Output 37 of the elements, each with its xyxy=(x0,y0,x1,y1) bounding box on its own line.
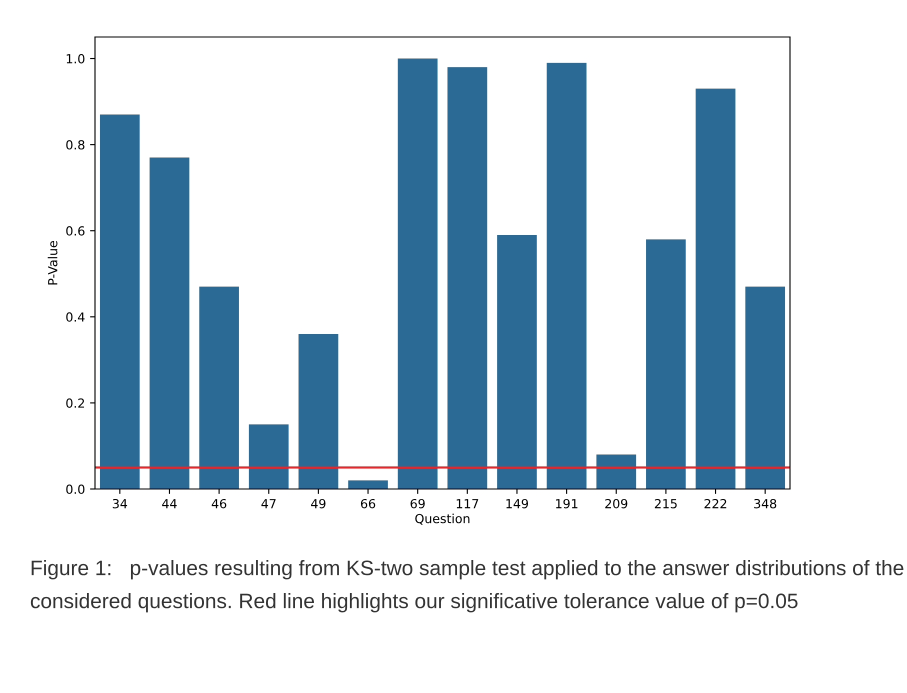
x-tick-label: 44 xyxy=(162,499,177,508)
bar xyxy=(596,454,636,489)
x-tick-label: 69 xyxy=(410,498,425,508)
x-tick-label: 117 xyxy=(456,499,478,508)
y-tick-label: 0.2 xyxy=(66,398,84,408)
x-tick-label: 49 xyxy=(311,498,326,508)
bar xyxy=(745,286,786,489)
y-axis-title: P-Value xyxy=(48,240,58,284)
y-tick-label: 0.0 xyxy=(66,484,84,494)
bar xyxy=(398,58,438,489)
x-axis-title: Question xyxy=(415,514,470,525)
x-tick-label: 46 xyxy=(212,498,226,508)
bar xyxy=(298,334,338,489)
x-tick-label: 47 xyxy=(261,499,276,508)
bar xyxy=(199,286,239,489)
bar xyxy=(646,239,686,489)
y-tick-label: 0.8 xyxy=(66,140,84,150)
x-tick-label: 215 xyxy=(654,498,677,508)
x-tick-label: 209 xyxy=(605,498,628,508)
y-tick-label: 0.4 xyxy=(66,312,85,322)
y-tick-label: 1.0 xyxy=(66,54,84,64)
x-tick-label: 348 xyxy=(754,498,776,508)
x-tick-label: 66 xyxy=(360,498,376,508)
x-tick-label: 222 xyxy=(704,498,726,508)
x-tick-label: 191 xyxy=(556,498,578,508)
caption: Figure 1: p-values resulting from KS-two sample test applied to the answer distributions of the considered questions. Red line highlights our significative tolerance value of p=0.05 xyxy=(30,560,904,612)
bar xyxy=(348,480,388,489)
bar xyxy=(447,67,488,489)
bar xyxy=(100,114,140,489)
bar xyxy=(150,158,190,489)
bar xyxy=(696,88,736,489)
y-tick-label: 0.6 xyxy=(66,226,84,236)
x-tick-label: 34 xyxy=(112,498,128,508)
bar xyxy=(546,62,586,489)
bar xyxy=(248,424,289,489)
bar xyxy=(497,235,537,489)
x-tick-label: 149 xyxy=(506,498,528,508)
